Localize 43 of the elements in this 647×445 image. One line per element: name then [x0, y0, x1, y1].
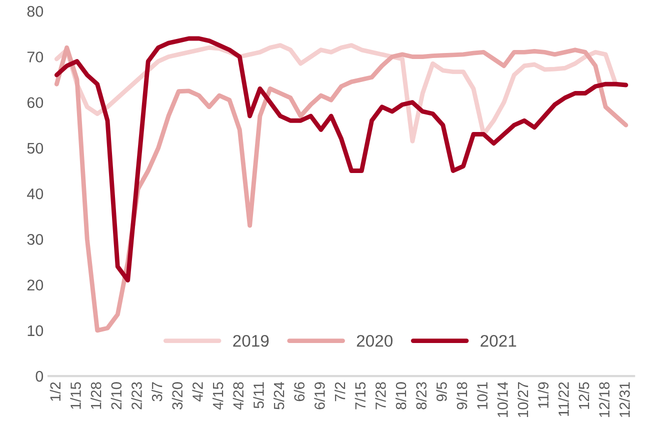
x-tick-label: 4/2 — [192, 382, 203, 402]
x-tick-label: 11/9 — [538, 382, 549, 408]
line-series — [54, 45, 628, 333]
x-tick-label: 12/31 — [619, 382, 630, 417]
y-tick-label: 60 — [27, 97, 44, 108]
y-tick-label: 30 — [27, 234, 44, 245]
x-tick-label: 12/5 — [578, 382, 590, 409]
y-tick-label: 20 — [27, 280, 44, 290]
x-tick-label: 2/23 — [131, 382, 142, 410]
line-series — [54, 36, 628, 282]
x-tick-label: 7/2 — [334, 382, 346, 402]
y-tick-label: 10 — [28, 325, 44, 336]
legend-label: 2020 — [356, 334, 393, 347]
x-tick-label: 5/11 — [253, 382, 264, 408]
x-tick-label: 5/24 — [274, 382, 284, 410]
legend-label: 2021 — [480, 334, 516, 347]
x-tick-label: 7/15 — [354, 382, 366, 410]
x-tick-label: 9/5 — [436, 382, 447, 402]
x-tick-label: 8/23 — [416, 382, 427, 410]
x-tick-label: 4/15 — [212, 382, 224, 410]
x-tick-label: 6/6 — [294, 382, 305, 402]
x-tick-label: 9/18 — [456, 382, 468, 410]
y-tick-label: 70 — [27, 52, 44, 62]
x-tick-label: 1/28 — [90, 382, 102, 409]
x-tick-label: 3/7 — [152, 382, 162, 402]
y-tick-label: 80 — [27, 6, 44, 17]
x-tick-label: 1/15 — [70, 382, 81, 409]
x-tick-label: 4/28 — [232, 382, 244, 410]
x-tick-label: 1/2 — [50, 382, 61, 401]
x-tick-label: 10/27 — [517, 382, 528, 417]
x-tick-label: 10/14 — [497, 382, 508, 417]
x-tick-label: 7/28 — [375, 382, 386, 410]
x-tick-label: 6/19 — [314, 382, 325, 410]
y-tick-label: 50 — [27, 142, 44, 154]
x-tick-label: 3/20 — [172, 382, 183, 410]
x-tick-label: 12/18 — [598, 382, 610, 417]
y-tick-label: 40 — [27, 188, 44, 200]
x-tick-label: 2/10 — [110, 382, 122, 410]
x-tick-label: 11/22 — [558, 382, 569, 416]
x-tick-label: 8/10 — [395, 382, 406, 410]
y-tick-label: 0 — [36, 370, 44, 382]
x-tick-label: 10/1 — [476, 382, 488, 409]
legend-label: 2019 — [233, 334, 269, 347]
